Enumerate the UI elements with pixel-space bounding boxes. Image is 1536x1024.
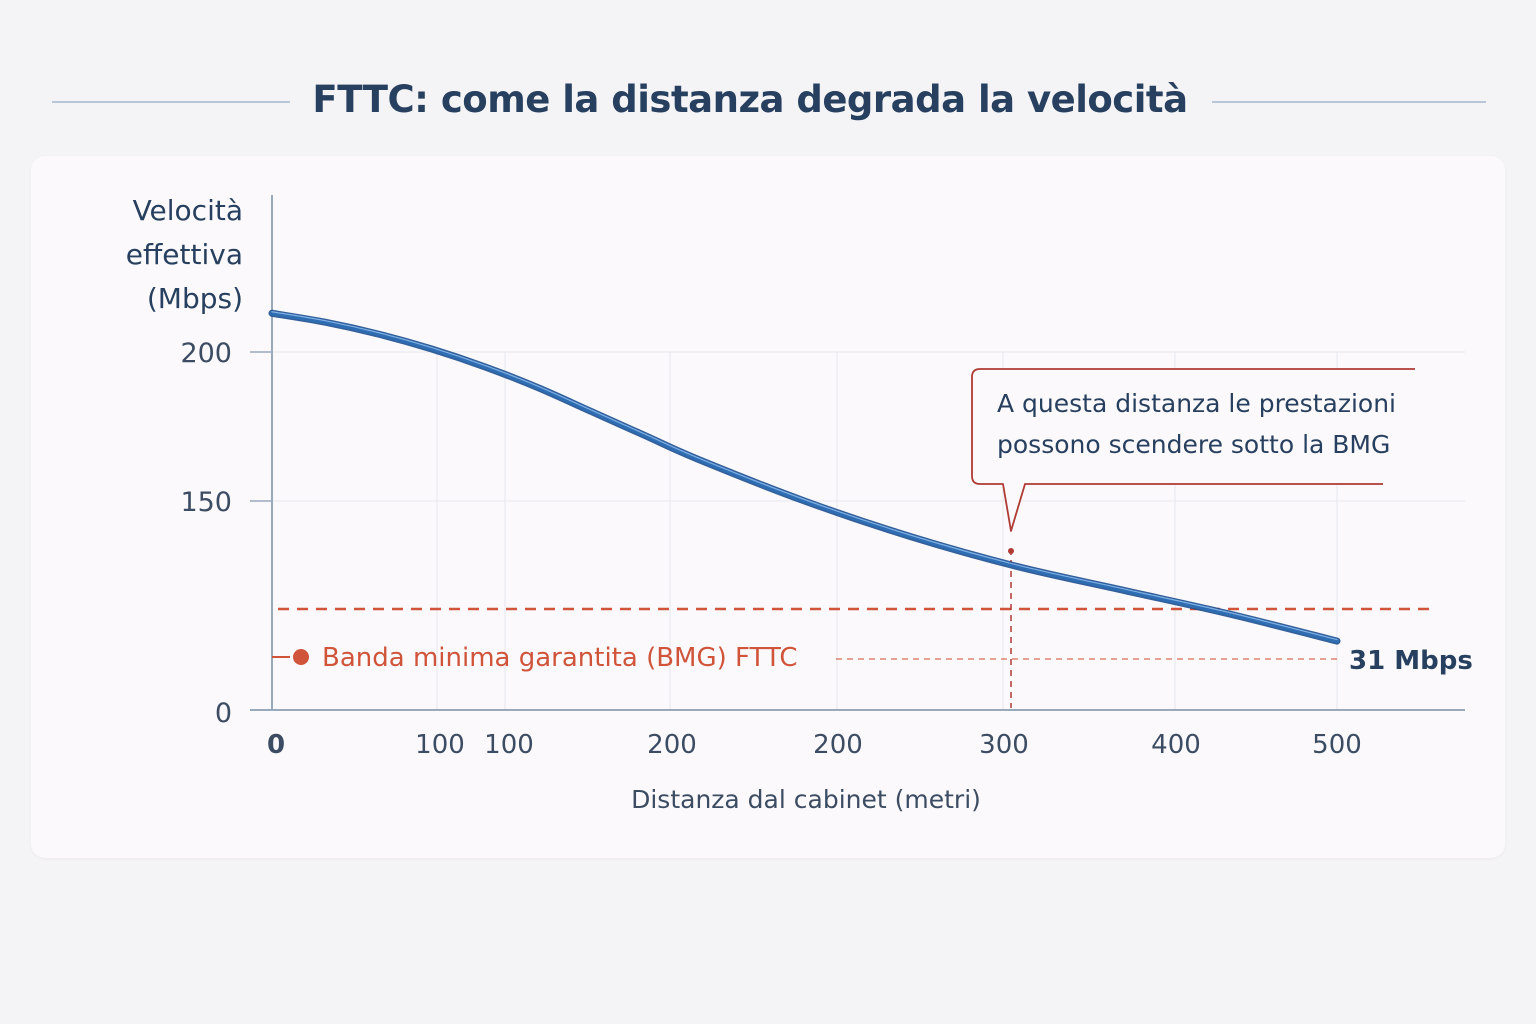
y-axis-title-line: Velocità [133,194,243,227]
x-tick-label: 0 [267,730,285,760]
title-bar: FTTC: come la distanza degrada la veloci… [0,70,1536,130]
chart-title: FTTC: come la distanza degrada la veloci… [312,78,1188,121]
annotation: A questa distanza le prestazioni possono … [971,368,1415,532]
y-axis-title-line: effettiva [126,238,243,271]
x-axis-title: Distanza dal cabinet (metri) [631,785,981,814]
x-tick-label: 200 [647,730,697,760]
endpoint-value-label: 31 Mbps [1349,646,1473,676]
x-tick-label: 200 [813,730,863,760]
annotation-callout-box [971,368,1415,532]
x-tick-label: 100 [484,730,534,760]
chart-card [31,156,1505,858]
axes [250,195,1465,711]
reference-lines [278,548,1437,708]
y-tick-label: 200 [180,338,232,369]
annotation-guide-dot [1008,548,1014,554]
title-rule-right [1212,101,1486,103]
bmg-label: Banda minima garantita (BMG) FTTC [322,643,797,673]
y-tick-label: 0 [215,698,232,729]
series-line-highlight [271,311,1338,641]
y-tick-label: 150 [180,487,232,518]
labels: Velocità effettiva (Mbps) 0 150 200 0 100 100 200… [126,194,1473,814]
series-line [270,311,1339,644]
x-tick-label: 500 [1312,730,1362,760]
annotation-text-line: A questa distanza le prestazioni [997,389,1396,418]
annotation-text-line: possono scendere sotto la BMG [997,430,1390,459]
x-tick-label: 300 [979,730,1029,760]
series-layer [268,309,1341,645]
bmg-marker [293,649,309,665]
x-tick-label: 100 [415,730,465,760]
y-axis-title-line: (Mbps) [147,282,243,315]
x-tick-label: 400 [1151,730,1201,760]
title-rule-left [52,101,290,103]
